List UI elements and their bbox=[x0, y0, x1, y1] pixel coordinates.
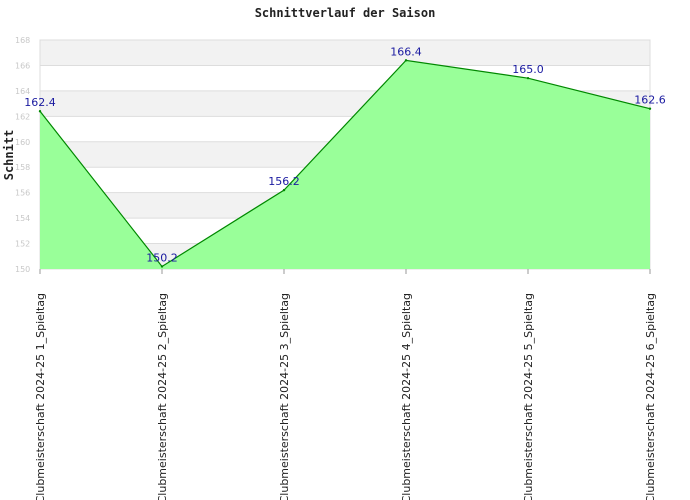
data-point bbox=[38, 110, 42, 113]
y-tick-label: 152 bbox=[15, 240, 30, 249]
data-point bbox=[160, 265, 164, 268]
data-label: 162.4 bbox=[24, 96, 56, 109]
x-tick-label: Clubmeisterschaft 2024-25 5_Spieltag bbox=[522, 293, 535, 500]
x-tick-label: Clubmeisterschaft 2024-25 2_Spieltag bbox=[156, 293, 169, 500]
data-point bbox=[526, 76, 530, 80]
y-tick-label: 164 bbox=[15, 87, 30, 96]
y-tick-label: 168 bbox=[15, 36, 30, 45]
data-label: 166.4 bbox=[390, 45, 422, 58]
data-point bbox=[404, 59, 408, 62]
x-tick-label: Clubmeisterschaft 2024-25 4_Spieltag bbox=[400, 293, 413, 500]
data-point bbox=[648, 107, 652, 110]
data-label: 156.2 bbox=[268, 175, 300, 188]
y-tick-label: 158 bbox=[15, 163, 30, 172]
y-tick-label: 162 bbox=[15, 112, 30, 121]
data-label: 165.0 bbox=[512, 63, 544, 76]
x-tick-label: Clubmeisterschaft 2024-25 3_Spieltag bbox=[278, 293, 291, 500]
series-line bbox=[39, 59, 651, 268]
y-tick-label: 160 bbox=[15, 138, 30, 147]
grid-band bbox=[40, 40, 650, 66]
y-tick-label: 156 bbox=[15, 189, 30, 198]
y-axis-label: Schnitt bbox=[2, 130, 16, 181]
plot-area: 150 152 154 156 158 160 162 164 166 168 162.4 150.2… bbox=[15, 36, 666, 500]
series-area bbox=[40, 60, 650, 269]
y-tick-label: 154 bbox=[15, 214, 30, 223]
y-tick-label: 166 bbox=[15, 61, 30, 70]
y-tick-label: 150 bbox=[15, 265, 30, 274]
chart-title: Schnittverlauf der Saison bbox=[255, 6, 436, 20]
x-tick-label: Clubmeisterschaft 2024-25 6_Spieltag bbox=[644, 293, 657, 500]
data-point bbox=[282, 188, 286, 192]
data-label: 150.2 bbox=[146, 251, 178, 264]
x-tick-label: Clubmeisterschaft 2024-25 1_Spieltag bbox=[34, 293, 47, 500]
data-label: 162.6 bbox=[634, 94, 666, 107]
